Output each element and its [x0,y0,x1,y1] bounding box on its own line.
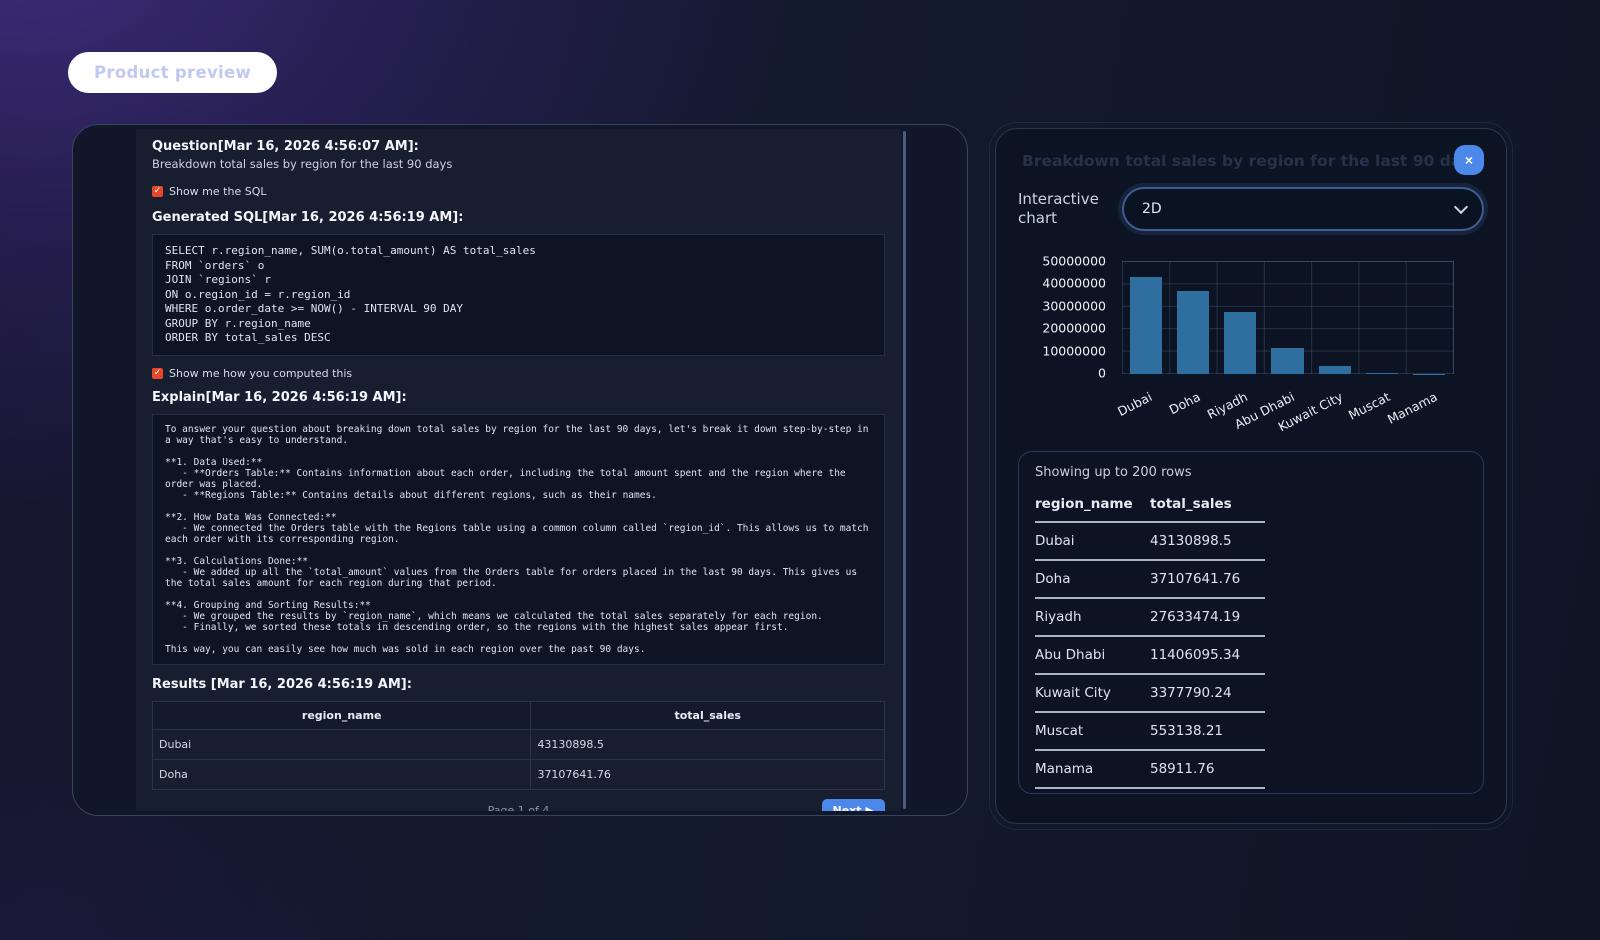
table-row: Riyadh 27633474.19 [1035,598,1265,637]
show-sql-label: Show me the SQL [169,185,267,198]
close-icon: × [1464,152,1474,168]
generated-sql-code: SELECT r.region_name, SUM(o.total_amount… [152,234,885,356]
bar-muscat[interactable] [1365,372,1399,374]
results-table-body: Dubai 43130898.5 Doha 37107641.76 [151,728,885,790]
table-cell: Dubai [151,728,532,760]
show-explain-label: Show me how you computed this [169,366,353,380]
panel-col-region: region_name [1035,490,1150,523]
bar-abu-dhabi[interactable] [1271,348,1304,374]
explain-text: To answer your question about breaking d… [152,413,885,665]
table-cell: 553138.21 [1150,712,1265,751]
bar-dubai[interactable] [1129,277,1162,374]
table-cell: Kuwait City [1035,674,1150,713]
close-button[interactable]: × [1454,145,1484,175]
results-table-header: region_name total_sales [151,700,885,730]
x-axis-label: Dubai [1115,389,1155,419]
table-cell: 27633474.19 [1150,598,1265,637]
table-row: Kuwait City 3377790.24 [1035,674,1265,713]
bar-kuwait-city[interactable] [1318,366,1351,374]
bar-doha[interactable] [1176,290,1209,374]
table-row: Dubai 43130898.5 [151,728,885,760]
table-cell: Doha [1035,560,1150,599]
table-cell: 37107641.76 [1150,560,1265,599]
table-row: Doha 37107641.76 [151,758,885,790]
x-axis-label: Muscat [1345,389,1393,423]
table-cell: 11406095.34 [1150,636,1265,675]
x-axis-label: Manama [1384,389,1440,427]
y-tick-label: 0 [1098,365,1106,381]
chart-mode-value: 2D [1142,201,1162,217]
table-cell: 3377790.24 [1150,674,1265,713]
bar-chart: 0 10000000 20000000 30000000 40000000 5000000… [1018,241,1484,445]
table-cell: 43130898.5 [530,728,885,760]
results-heading: Results [Mar 16, 2026 4:56:19 AM]: [152,676,412,692]
product-preview-label: Product preview [94,63,252,82]
explain-heading: Explain[Mar 16, 2026 4:56:19 AM]: [152,389,407,405]
table-cell: Muscat [1035,712,1150,751]
generated-sql-heading: Generated SQL[Mar 16, 2026 4:56:19 AM]: [152,210,464,225]
y-tick-label: 10000000 [1042,343,1106,359]
table-row: Manama 58911.76 [1035,750,1265,789]
panel-header: Breakdown total sales by region for the … [1018,145,1484,175]
page-indicator: Page 1 of 4 [487,804,550,811]
chart-plot [1122,261,1454,374]
table-row: Dubai 43130898.5 [1035,522,1265,561]
table-cell: Dubai [1035,522,1150,561]
results-table: region_name total_sales Dubai 43130898.5 D… [151,700,885,790]
table-row: Abu Dhabi 11406095.34 [1035,636,1265,675]
chart-controls: Interactive chart 2D [1018,187,1484,231]
y-tick-label: 40000000 [1042,275,1106,291]
y-axis-ticks: 0 10000000 20000000 30000000 40000000 5000000… [1018,254,1114,381]
results-col-region: region_name [151,700,532,730]
checkbox-checked-icon[interactable]: ✓ [152,186,163,197]
chart-panel: Breakdown total sales by region for the … [989,122,1513,830]
table-cell: Manama [1035,750,1150,789]
table-cell: 43130898.5 [1150,522,1265,561]
panel-table-header: region_name total_sales [1035,490,1265,523]
x-axis-label: Doha [1166,389,1203,418]
next-page-label: Next [832,803,862,812]
table-cell: Abu Dhabi [1035,636,1150,675]
bar-riyadh[interactable] [1224,312,1257,374]
chevron-down-icon [1453,199,1469,215]
question-heading: Question[Mar 16, 2026 4:56:07 AM]: [152,139,419,154]
next-page-button[interactable]: Next ▶ [821,798,885,812]
chat-log: Question[Mar 16, 2026 4:56:07 AM]: Break… [136,129,901,811]
chart-data-table: region_name total_sales Dubai 43130898.5 D… [1035,490,1265,789]
panel-title: Breakdown total sales by region for the … [1022,152,1454,170]
chat-panel: Question[Mar 16, 2026 4:56:07 AM]: Break… [72,124,968,816]
product-preview-badge: Product preview [68,52,278,93]
table-cell: Doha [151,758,532,790]
panel-col-sales: total_sales [1150,490,1265,523]
chart-mode-select[interactable]: 2D [1122,187,1484,231]
table-cell: 58911.76 [1150,750,1265,789]
show-explain-checkbox[interactable]: ✓ Show me how you computed this [152,367,885,380]
table-row: Muscat 553138.21 [1035,712,1265,751]
results-col-sales: total_sales [530,700,885,730]
panel-table-body: Dubai 43130898.5 Doha 37107641.76 Riyadh 2763… [1035,522,1265,789]
row-limit-note: Showing up to 200 rows [1035,465,1192,480]
chat-scrollbar[interactable] [903,131,906,809]
table-cell: 37107641.76 [530,758,885,790]
table-row: Doha 37107641.76 [1035,560,1265,599]
table-cell: Riyadh [1035,598,1150,637]
y-tick-label: 50000000 [1042,253,1106,269]
pagination-bar: Page 1 of 4 Next ▶ [152,798,885,812]
x-axis-labels: Dubai Doha Riyadh Abu Dhabi Kuwait City Musca… [1115,379,1454,439]
chart-mode-label: Interactive chart [1018,190,1099,227]
y-tick-label: 30000000 [1042,298,1106,314]
show-sql-checkbox[interactable]: ✓ Show me the SQL [152,185,885,198]
checkbox-checked-icon[interactable]: ✓ [152,367,163,379]
next-arrow-icon: ▶ [865,803,874,812]
question-text: Breakdown total sales by region for the … [152,157,453,171]
chart-data-table-card: Showing up to 200 rows region_name total… [1018,451,1484,794]
y-tick-label: 20000000 [1042,320,1106,336]
